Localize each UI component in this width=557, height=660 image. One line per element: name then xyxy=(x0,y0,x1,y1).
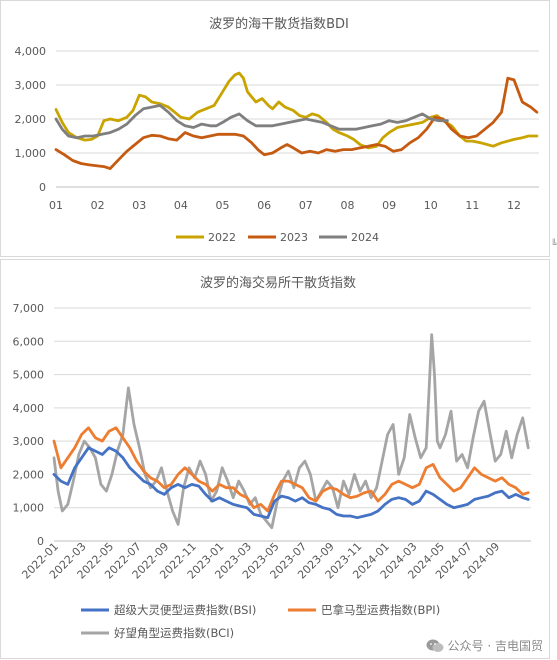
y-tick-label: 1,000 xyxy=(15,147,47,160)
legend-label: 2024 xyxy=(351,231,379,244)
x-tick-label: 01 xyxy=(49,199,63,212)
series-line-巴拿马型运费指数(BPI) xyxy=(52,426,530,513)
watermark: 公众号 · 吉电国贸 xyxy=(426,637,543,654)
y-tick-label: 7,000 xyxy=(13,302,45,315)
bdi-chart: 波罗的海干散货指数BDI 0 1,000 2,000 3,000 4,000 01 02 03 0… xyxy=(15,16,539,244)
y-tick-label: 3,000 xyxy=(15,79,47,92)
y-tick-label: 6,000 xyxy=(13,335,45,348)
x-tick-label: 02 xyxy=(91,199,105,212)
y-tick-label: 2,000 xyxy=(13,468,45,481)
chart-title: 波罗的海干散货指数BDI xyxy=(209,16,349,32)
wechat-icon xyxy=(426,638,448,652)
legend-label: 好望角型运费指数(BCI) xyxy=(114,626,234,640)
x-tick-label: 11 xyxy=(465,199,479,212)
y-tick-label: 0 xyxy=(37,535,44,548)
y-tick-label: 1,000 xyxy=(13,502,45,515)
legend-label: 2023 xyxy=(280,231,308,244)
x-tick-label: 04 xyxy=(174,199,188,212)
x-tick-label: 03 xyxy=(132,199,146,212)
x-tick-label: 08 xyxy=(340,199,354,212)
x-tick-label: 12 xyxy=(507,199,521,212)
y-tick-label: 2,000 xyxy=(15,113,47,126)
legend-label: 超级大灵便型运费指数(BSI) xyxy=(114,603,256,617)
panel-edge-mark: ╚ xyxy=(551,240,557,250)
y-tick-label: 3,000 xyxy=(13,435,45,448)
series-line-2023 xyxy=(54,76,539,171)
series-line-超级大灵便型运费指数(BSI) xyxy=(52,446,530,520)
x-tick-label: 07 xyxy=(299,199,313,212)
watermark-text: 公众号 · 吉电国贸 xyxy=(447,639,543,653)
x-tick-label: 09 xyxy=(382,199,396,212)
bdi-chart-panel: 波罗的海干散货指数BDI 0 1,000 2,000 3,000 4,000 01 02 03 0… xyxy=(0,0,550,257)
y-tick-label: 4,000 xyxy=(13,402,45,415)
chart-title: 波罗的海交易所干散货指数 xyxy=(200,275,356,291)
baltic-indices-chart: 波罗的海交易所干散货指数 0 1,000 2,000 3,000 4,000 5,000 6,… xyxy=(13,275,531,640)
x-tick-label: 05 xyxy=(216,199,230,212)
series-line-好望角型运费指数(BCI) xyxy=(52,333,530,530)
y-tick-label: 4,000 xyxy=(15,45,47,58)
y-tick-label: 5,000 xyxy=(13,369,45,382)
y-tick-label: 0 xyxy=(39,181,46,194)
x-tick-label: 06 xyxy=(257,199,271,212)
legend-label: 2022 xyxy=(208,231,236,244)
x-tick-label: 10 xyxy=(424,199,438,212)
series-line-2024 xyxy=(54,104,449,140)
legend-label: 巴拿马型运费指数(BPI) xyxy=(321,603,440,617)
baltic-indices-chart-panel: 波罗的海交易所干散货指数 0 1,000 2,000 3,000 4,000 5,000 6,… xyxy=(0,259,550,659)
